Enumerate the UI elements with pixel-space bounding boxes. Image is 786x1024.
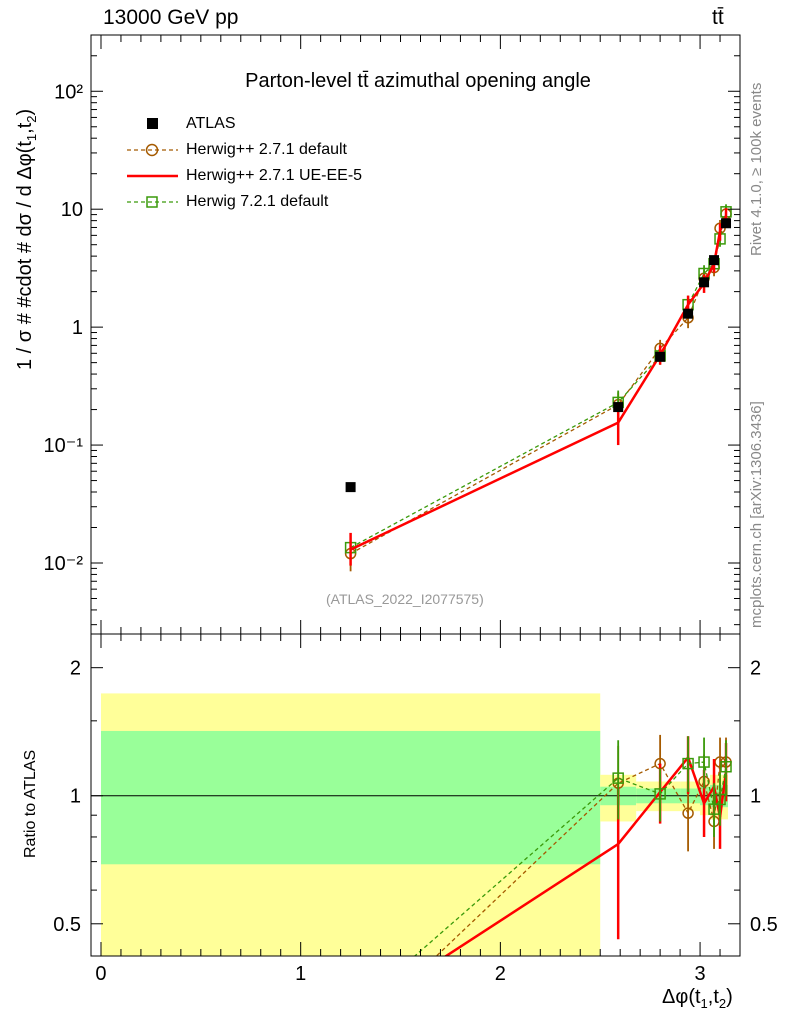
atlas-point <box>721 218 732 229</box>
herwig-7-2-1-default-line <box>350 211 727 549</box>
atlas-point <box>699 277 710 288</box>
legend-label-herwig7: Herwig 7.2.1 default <box>186 193 329 210</box>
x-tick-label: 3 <box>694 963 705 985</box>
legend-marker-atlas <box>147 118 158 129</box>
x-tick-label: 1 <box>295 963 306 985</box>
uncertainty-band-inner <box>100 730 601 865</box>
mcplots-label: mcplots.cern.ch [arXiv:1306.3436] <box>748 401 765 628</box>
herwig-7-2-1-default-point <box>708 803 720 815</box>
atlas-point <box>655 351 666 362</box>
herwig-2-7-1-default-line <box>350 213 727 555</box>
ratio-y-tick-label-right: 1 <box>750 786 761 808</box>
ratio-frame <box>90 633 741 957</box>
main-y-axis-label: 1 / σ # #cdot # dσ / d Δφ(t1,t2) <box>14 108 39 370</box>
main-y-tick-label: 10⁻² <box>44 553 84 575</box>
herwig-7-2-1-default-point <box>682 757 694 770</box>
process-label: tt̄ <box>712 6 724 29</box>
ratio-plot-area <box>91 693 740 1017</box>
herwig-7-2-1-default-line <box>413 761 727 956</box>
rivet-version-label: Rivet 4.1.0, ≥ 100k events <box>748 82 765 256</box>
herwig-2-7-1-default-line <box>435 761 727 956</box>
ratio-y-tick-label: 0.5 <box>53 914 81 936</box>
main-y-tick-label: 1 <box>72 317 83 339</box>
main-y-tick-label: 10² <box>54 81 83 103</box>
legend <box>127 118 178 208</box>
atlas-point <box>683 308 694 319</box>
legend-label-atlas: ATLAS <box>186 115 236 132</box>
herwig-7-2-1-default-point <box>714 793 726 806</box>
ratio-y-tick-label-right: 2 <box>750 658 761 680</box>
legend-marker-herwigpp-default <box>145 143 159 157</box>
herwig-2-7-1-ue-ee-5-line <box>350 215 728 551</box>
herwig-7-2-1-default-point <box>612 772 624 784</box>
atlas-point <box>345 482 356 493</box>
herwig-7-2-1-default-point <box>698 756 710 768</box>
ratio-y-tick-label: 1 <box>70 786 81 808</box>
atlas-point <box>709 255 720 266</box>
legend-label-herwigpp-ueee5: Herwig++ 2.7.1 UE-EE-5 <box>186 167 363 184</box>
ratio-y-axis-label: Ratio to ATLAS <box>22 749 39 858</box>
energy-label: 13000 GeV pp <box>103 6 239 29</box>
main-y-tick-label: 10⁻¹ <box>44 435 84 457</box>
x-tick-label: 0 <box>95 963 106 985</box>
chart-title: Parton-level tt̄ azimuthal opening angle <box>245 70 591 92</box>
x-tick-label: 2 <box>495 963 506 985</box>
herwig-7-2-1-default-point <box>720 760 732 773</box>
atlas-point <box>613 402 624 413</box>
legend-marker-herwig7 <box>146 196 158 208</box>
herwig-2-7-1-default-point <box>682 807 694 819</box>
analysis-watermark: (ATLAS_2022_I2077575) <box>326 591 484 607</box>
main-plot-area <box>344 204 732 572</box>
herwig-7-2-1-default-point <box>654 788 666 800</box>
legend-label-herwigpp-default: Herwig++ 2.7.1 default <box>186 141 347 158</box>
ratio-y-tick-label: 2 <box>70 658 81 680</box>
x-axis-label: Δφ(t1,t2) <box>662 986 733 1011</box>
ratio-y-tick-label-right: 0.5 <box>750 914 778 936</box>
herwig-7-2-1-default-point <box>346 1007 356 1017</box>
main-y-tick-label: 10 <box>61 199 83 221</box>
